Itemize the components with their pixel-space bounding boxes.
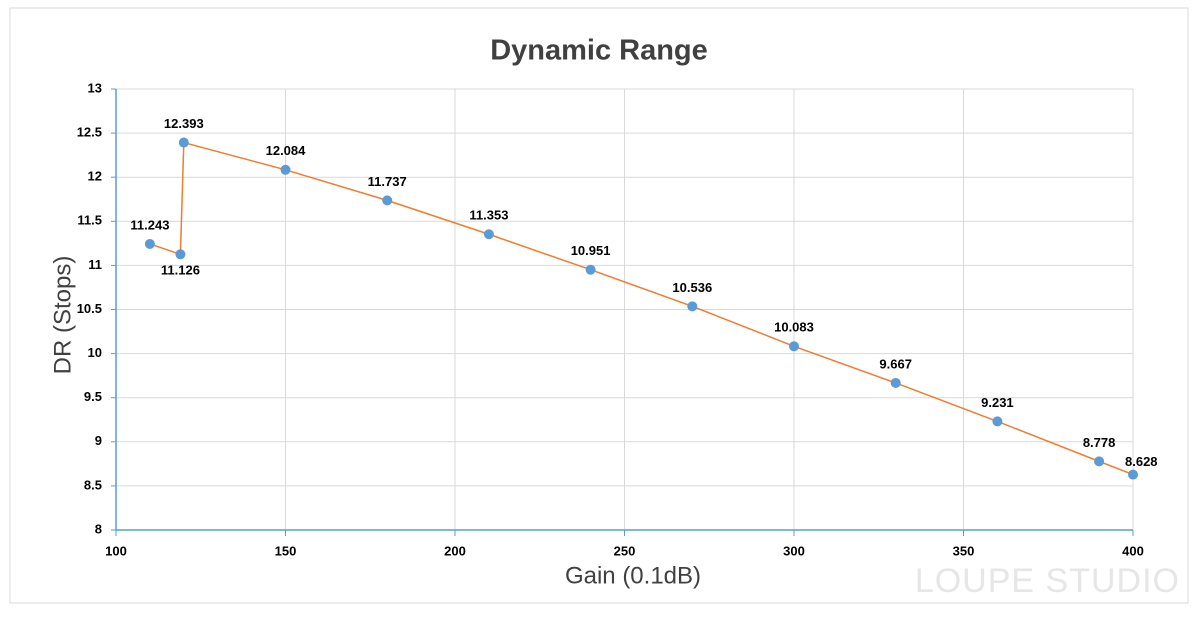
- y-tick-label: 12.5: [77, 125, 102, 140]
- data-point: [992, 416, 1003, 427]
- data-point: [175, 249, 186, 260]
- data-point: [789, 341, 799, 352]
- y-tick-label: 8: [95, 521, 102, 536]
- data-label: 9.231: [981, 395, 1014, 410]
- x-tick-label: 200: [444, 543, 466, 558]
- data-label: 11.243: [130, 217, 169, 232]
- data-point: [280, 164, 291, 175]
- x-tick-label: 300: [783, 543, 805, 558]
- x-tick-label: 150: [275, 543, 297, 558]
- y-tick-label: 11: [88, 257, 102, 272]
- data-label: 11.737: [368, 174, 407, 189]
- y-tick-label: 13: [88, 80, 102, 95]
- data-point: [1128, 469, 1138, 480]
- data-label: 10.536: [672, 280, 712, 295]
- y-axis-label: DR (Stops): [49, 256, 76, 375]
- y-tick-label: 11.5: [77, 213, 102, 228]
- x-tick-label: 100: [105, 543, 127, 558]
- y-tick-label: 12: [88, 169, 102, 184]
- data-point: [585, 264, 596, 275]
- data-label: 10.083: [774, 320, 814, 335]
- y-tick-label: 10: [88, 345, 102, 360]
- data-point: [1094, 456, 1105, 467]
- chart-frame: [9, 7, 1189, 604]
- x-tick-label: 350: [953, 543, 975, 558]
- data-point: [483, 229, 494, 240]
- data-label: 8.628: [1125, 454, 1158, 469]
- chart-title: Dynamic Range: [490, 35, 708, 67]
- data-label: 8.778: [1083, 435, 1116, 450]
- y-tick-label: 10.5: [77, 301, 102, 316]
- x-tick-label: 400: [1122, 543, 1144, 558]
- y-tick-label: 9: [95, 433, 102, 448]
- data-point: [382, 195, 393, 206]
- data-point: [178, 137, 189, 148]
- watermark: LOUPE STUDIO: [915, 562, 1180, 600]
- data-label: 12.393: [164, 116, 204, 131]
- y-tick-label: 9.5: [84, 389, 102, 404]
- data-point: [144, 238, 155, 249]
- x-tick-label: 250: [614, 543, 636, 558]
- data-point: [687, 301, 698, 312]
- data-label: 11.353: [469, 208, 508, 223]
- data-label: 9.667: [879, 356, 912, 371]
- data-label: 11.126: [161, 263, 200, 278]
- data-point: [890, 377, 901, 388]
- x-axis-label: Gain (0.1dB): [565, 562, 701, 589]
- y-tick-label: 8.5: [84, 477, 102, 492]
- data-label: 10.951: [571, 243, 611, 258]
- data-label: 12.084: [266, 143, 307, 158]
